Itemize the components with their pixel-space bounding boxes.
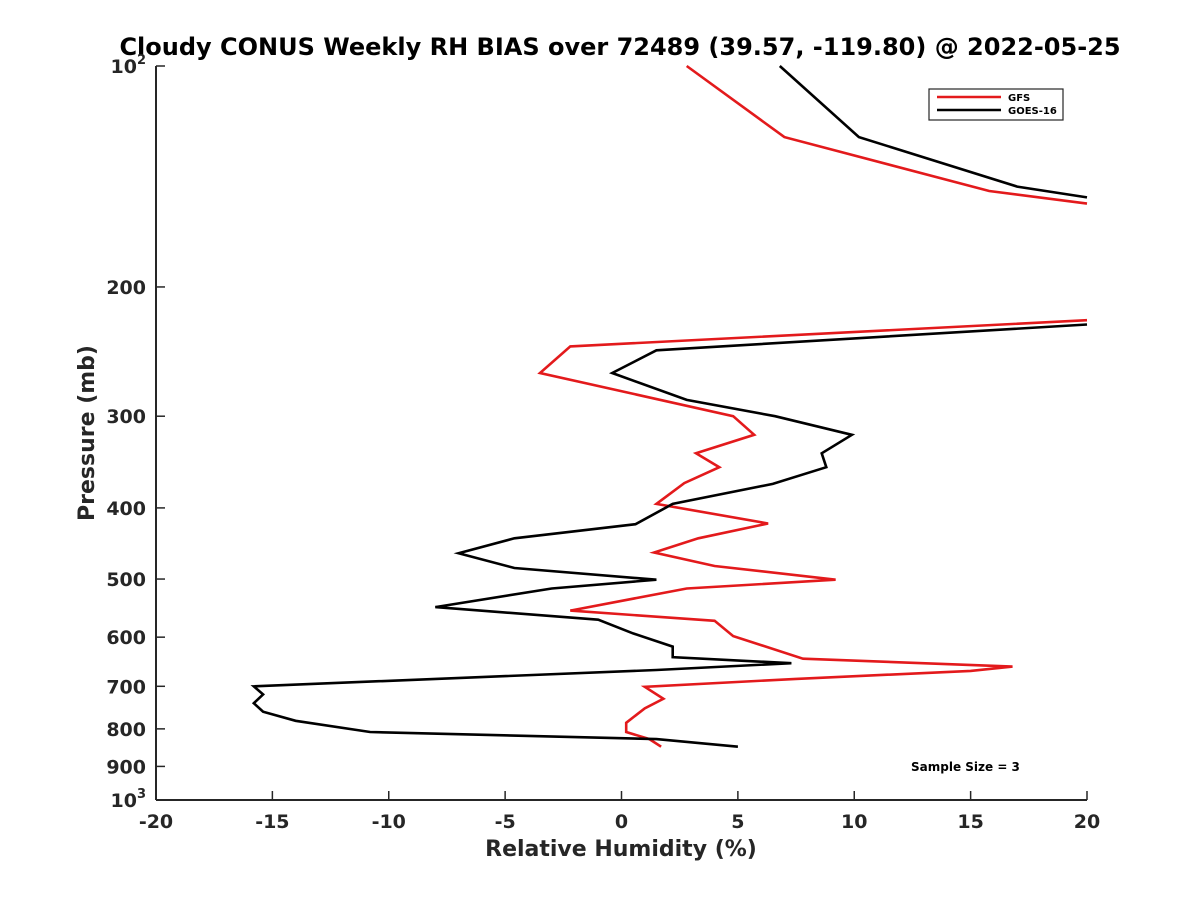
x-tick-label: -15 bbox=[255, 811, 289, 833]
legend: GFS GOES-16 bbox=[928, 88, 1064, 121]
x-ticks: -20 -15 -10 -5 0 5 10 15 20 bbox=[139, 791, 1100, 833]
y-tick-label: 600 bbox=[106, 627, 146, 649]
y-tick-label: 103 bbox=[111, 787, 147, 812]
x-tick-label: 5 bbox=[731, 811, 744, 833]
x-axis-label: Relative Humidity (%) bbox=[485, 837, 757, 862]
x-tick-label: 20 bbox=[1074, 811, 1100, 833]
y-axis-label: Pressure (mb) bbox=[75, 345, 100, 521]
x-tick-label: 15 bbox=[957, 811, 983, 833]
y-tick-label: 300 bbox=[106, 406, 146, 428]
series-line-gfs bbox=[537, 64, 1088, 748]
y-tick-label: 200 bbox=[106, 277, 146, 299]
y-ticks: 102 200 300 400 500 600 700 800 900 103 bbox=[106, 53, 165, 812]
x-tick-label: 0 bbox=[615, 811, 628, 833]
y-tick-label: 700 bbox=[106, 676, 146, 698]
plot-lines bbox=[250, 64, 1088, 748]
x-tick-label: -20 bbox=[139, 811, 173, 833]
chart-title: Cloudy CONUS Weekly RH BIAS over 72489 (… bbox=[119, 33, 1120, 61]
legend-box bbox=[928, 88, 1064, 121]
y-tick-label: 500 bbox=[106, 569, 146, 591]
y-tick-label: 400 bbox=[106, 498, 146, 520]
x-tick-label: 10 bbox=[841, 811, 867, 833]
sample-size-annotation: Sample Size = 3 bbox=[911, 760, 1020, 774]
y-tick-label: 800 bbox=[106, 719, 146, 741]
series-line-goes16 bbox=[250, 65, 1088, 748]
legend-label-gfs: GFS bbox=[1008, 93, 1030, 104]
y-tick-label: 900 bbox=[106, 756, 146, 778]
legend-label-goes16: GOES-16 bbox=[1008, 106, 1057, 117]
x-tick-label: -5 bbox=[495, 811, 516, 833]
y-tick-label: 102 bbox=[111, 53, 147, 78]
x-tick-label: -10 bbox=[372, 811, 406, 833]
